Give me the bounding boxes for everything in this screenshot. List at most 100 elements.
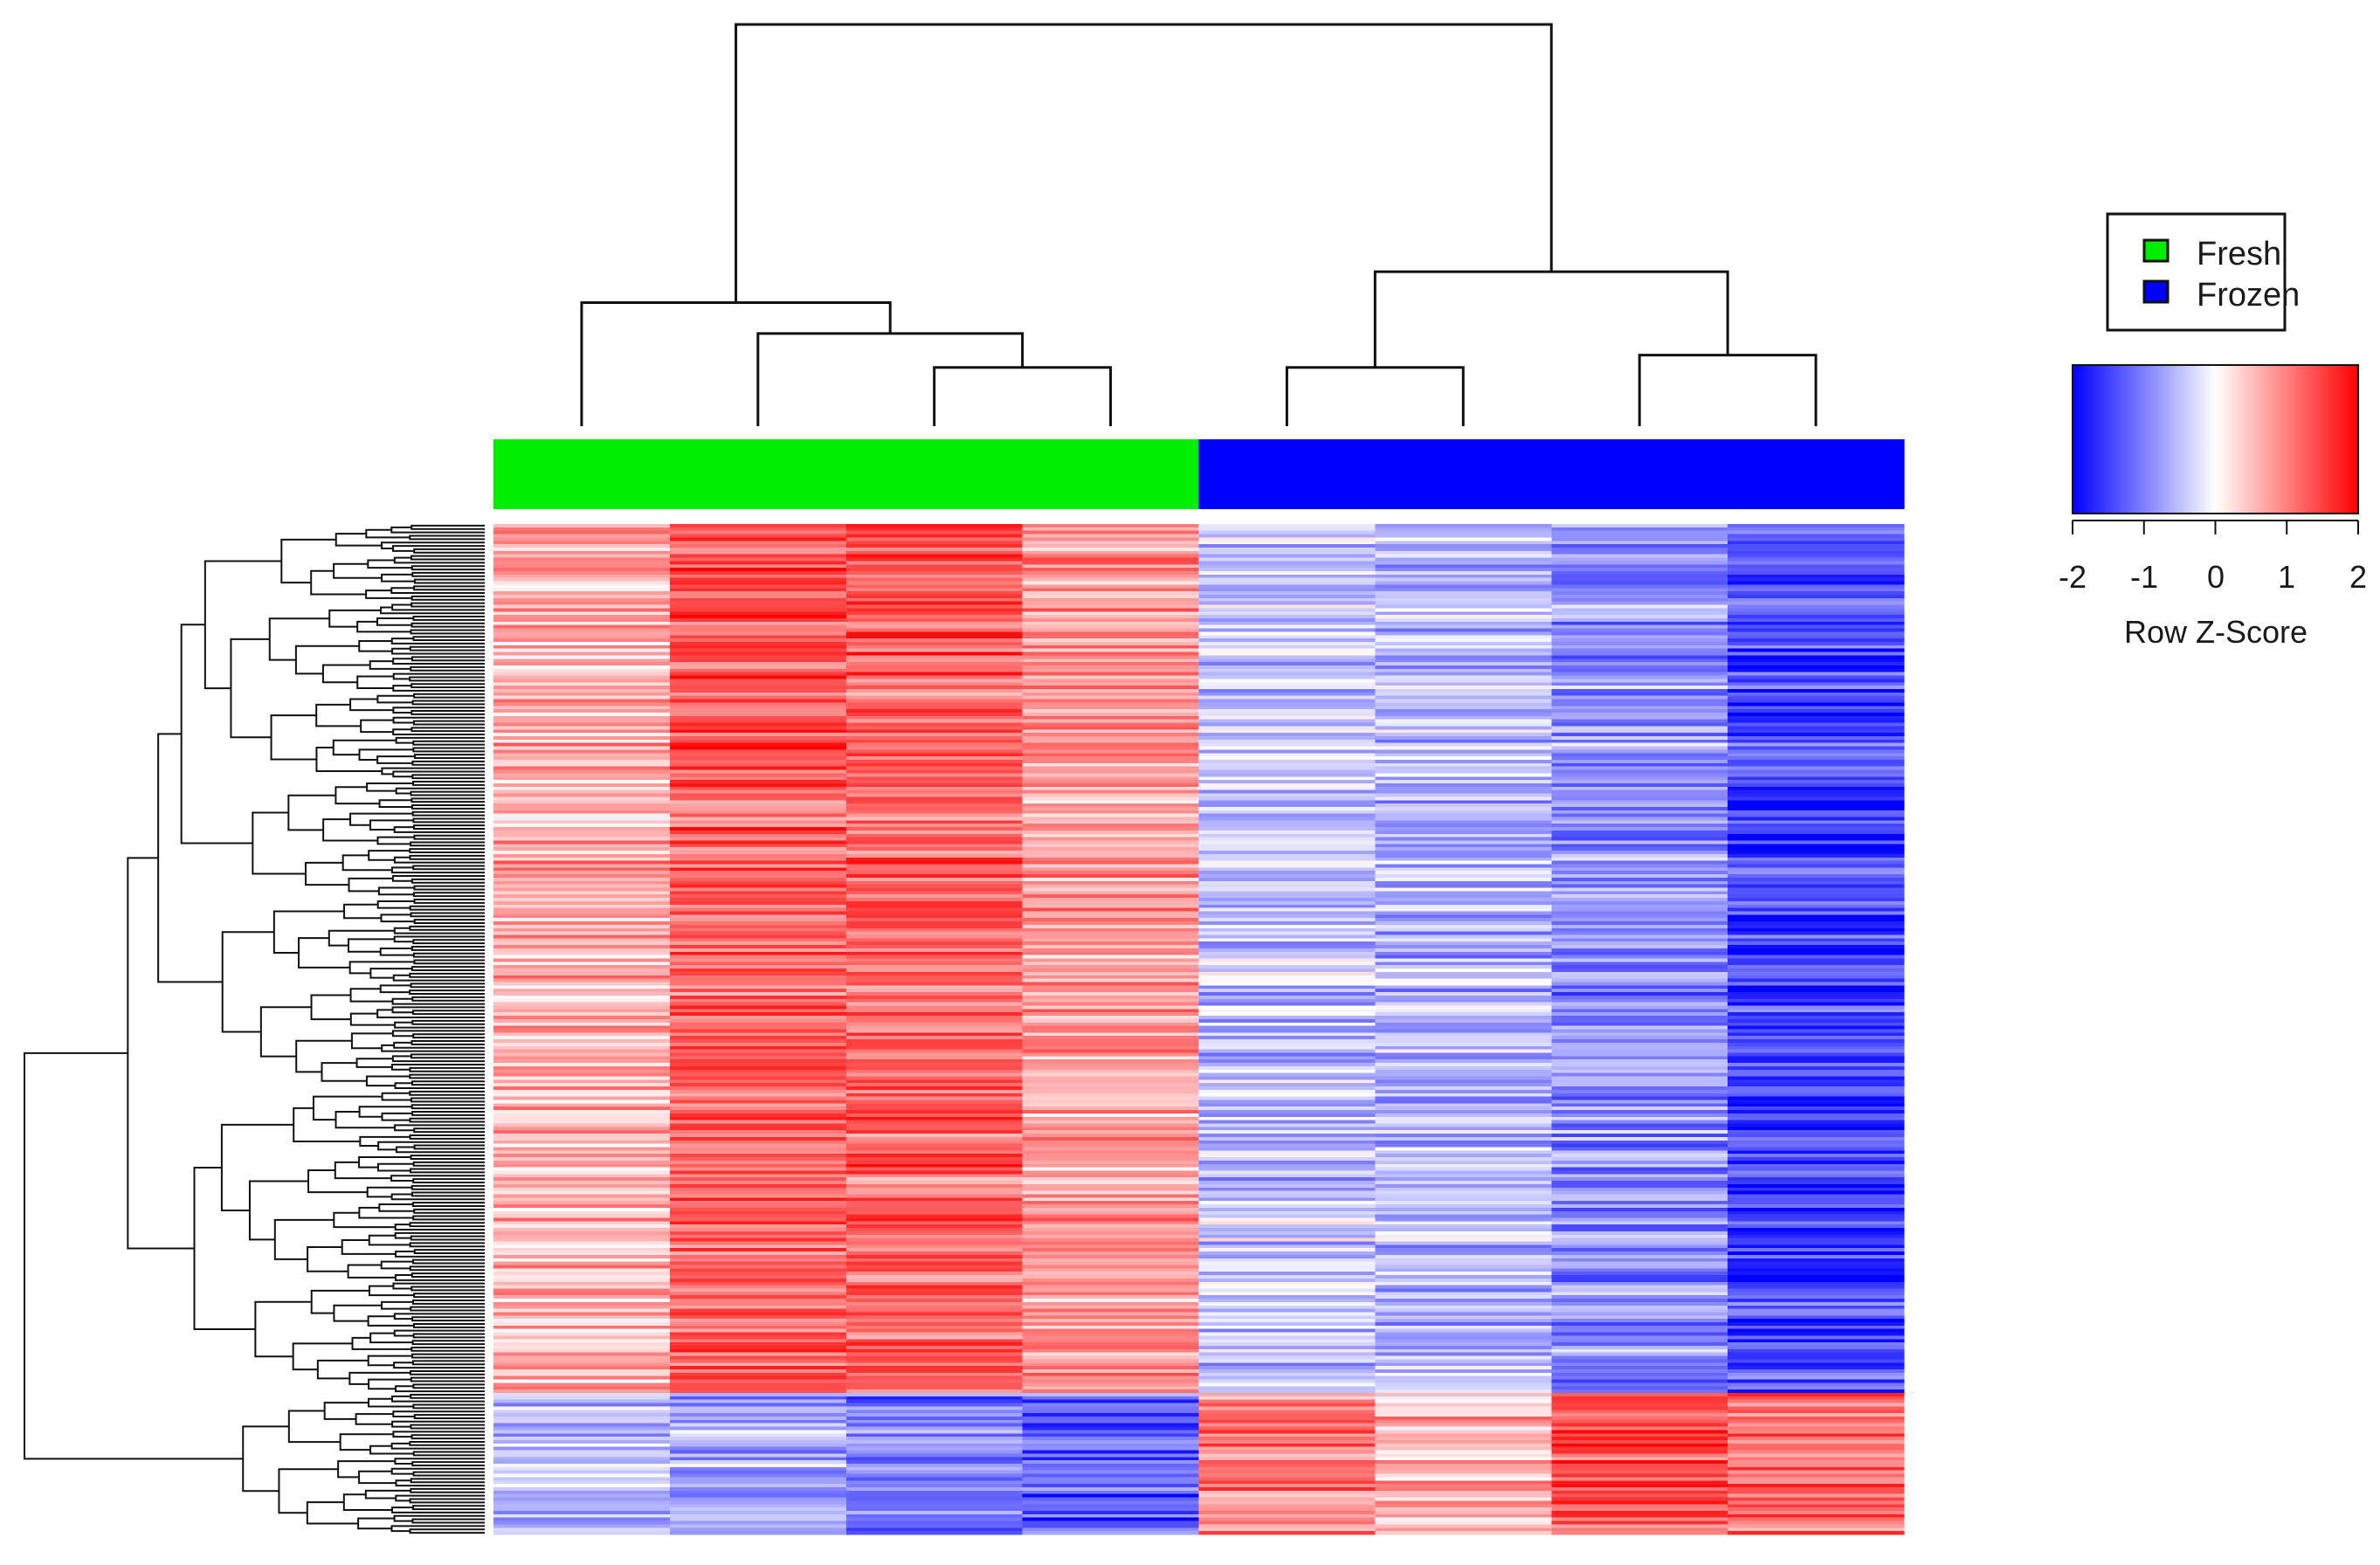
heatmap-cell xyxy=(845,982,1024,986)
heatmap-cell xyxy=(1375,675,1552,680)
heatmap-cell xyxy=(1022,1524,1200,1528)
heatmap-cell xyxy=(1728,857,1905,862)
heatmap-cell xyxy=(1375,898,1552,902)
column-group-cell-2 xyxy=(845,439,1024,509)
heatmap-cell xyxy=(845,962,1024,966)
heatmap-cell xyxy=(669,1527,847,1532)
heatmap-cell xyxy=(1551,1417,1728,1421)
heatmap-cell xyxy=(1375,719,1552,724)
heatmap-cell xyxy=(1375,1464,1552,1468)
heatmap-cell xyxy=(493,679,671,683)
heatmap-cell xyxy=(1198,971,1376,976)
heatmap-cell xyxy=(1022,1052,1200,1057)
heatmap-cell xyxy=(493,1147,671,1151)
heatmap-cell xyxy=(1022,615,1200,619)
heatmap-cell xyxy=(845,591,1024,596)
heatmap-cell xyxy=(669,746,847,750)
heatmap-cell xyxy=(1198,608,1376,612)
heatmap-cell xyxy=(1375,1292,1552,1296)
heatmap-cell xyxy=(1022,577,1200,583)
heatmap-cell xyxy=(669,574,847,579)
heatmap-cell xyxy=(493,1123,671,1127)
heatmap-cell xyxy=(493,1305,671,1310)
heatmap-cell xyxy=(669,1251,847,1256)
heatmap-cell xyxy=(669,1136,847,1141)
heatmap-cell xyxy=(669,597,847,603)
heatmap-cell xyxy=(1375,782,1552,788)
heatmap-cell xyxy=(493,877,671,882)
heatmap-cell xyxy=(1022,1453,1200,1458)
heatmap-cell xyxy=(1375,1272,1552,1276)
heatmap-cell xyxy=(1375,686,1552,690)
heatmap-cell xyxy=(493,628,671,633)
heatmap-cell xyxy=(845,969,1024,973)
heatmap-cell xyxy=(1728,1272,1905,1276)
heatmap-cell xyxy=(1375,1160,1552,1165)
heatmap-cell xyxy=(1551,998,1728,1003)
heatmap-cell xyxy=(669,927,847,933)
heatmap-cell xyxy=(1551,1254,1728,1259)
heatmap-cell xyxy=(1198,1096,1376,1101)
heatmap-cell xyxy=(1198,759,1376,764)
row-dendrogram-link-225 xyxy=(413,1293,485,1299)
heatmap-cell xyxy=(1551,1480,1728,1485)
heatmap-cell xyxy=(1551,621,1728,626)
heatmap-cell xyxy=(1728,1403,1905,1408)
heatmap-cell xyxy=(1728,1089,1905,1094)
heatmap-cell xyxy=(669,931,847,936)
heatmap-cell xyxy=(1022,894,1200,899)
heatmap-cell xyxy=(845,803,1024,808)
heatmap-cell xyxy=(669,796,847,801)
heatmap-cell xyxy=(1022,1437,1200,1441)
heatmap-cell xyxy=(1022,1214,1200,1219)
legend-box xyxy=(2106,212,2287,332)
heatmap-cell xyxy=(1728,1430,1905,1434)
heatmap-cell xyxy=(1551,1265,1728,1269)
heatmap-cell xyxy=(1551,786,1728,791)
heatmap-cell xyxy=(1375,679,1552,683)
heatmap-cell xyxy=(493,658,671,663)
heatmap-cell xyxy=(1022,833,1200,838)
heatmap-cell xyxy=(669,945,847,949)
heatmap-cell xyxy=(1728,537,1905,541)
heatmap-cell xyxy=(1551,729,1728,734)
heatmap-cell xyxy=(845,746,1024,750)
heatmap-cell xyxy=(1551,1100,1728,1104)
heatmap-cell xyxy=(1198,1147,1376,1151)
heatmap-cell xyxy=(1375,1366,1552,1370)
heatmap-cell xyxy=(669,877,847,882)
heatmap-cell xyxy=(1198,1036,1376,1040)
heatmap-cell xyxy=(493,948,671,953)
heatmap-cell xyxy=(669,1480,847,1485)
heatmap-cell xyxy=(669,735,847,741)
heatmap-cell xyxy=(1198,1410,1376,1414)
heatmap-cell xyxy=(1198,1315,1376,1320)
heatmap-cell xyxy=(493,1457,671,1461)
heatmap-cell xyxy=(1728,1493,1905,1499)
heatmap-cell xyxy=(1551,938,1728,942)
heatmap-cell xyxy=(1375,975,1552,980)
heatmap-cell xyxy=(845,1430,1024,1434)
heatmap-cell xyxy=(1551,1029,1728,1033)
heatmap-cell xyxy=(669,1052,847,1057)
heatmap-cell xyxy=(669,617,847,623)
row-dendrogram-link-8 xyxy=(410,555,485,561)
heatmap-cell xyxy=(1728,1426,1905,1431)
heatmap-cell xyxy=(1551,1497,1728,1502)
heatmap-cell xyxy=(1022,871,1200,875)
row-dendrogram-link-176 xyxy=(394,1124,485,1132)
heatmap-cell xyxy=(1728,806,1905,811)
heatmap-cell xyxy=(1375,1440,1552,1444)
heatmap-cell xyxy=(1551,1403,1728,1408)
heatmap-cell xyxy=(845,1086,1024,1091)
heatmap-cell xyxy=(1551,844,1728,848)
heatmap-cell xyxy=(845,837,1024,842)
heatmap-cell xyxy=(845,1052,1024,1057)
heatmap-cell xyxy=(1022,1520,1200,1526)
heatmap-cell xyxy=(1551,759,1728,764)
heatmap-cell xyxy=(1198,1275,1376,1279)
heatmap-cell xyxy=(1551,1339,1728,1343)
heatmap-cell xyxy=(1375,813,1552,818)
heatmap-cell xyxy=(1022,1268,1200,1272)
heatmap-cell xyxy=(493,1177,671,1182)
